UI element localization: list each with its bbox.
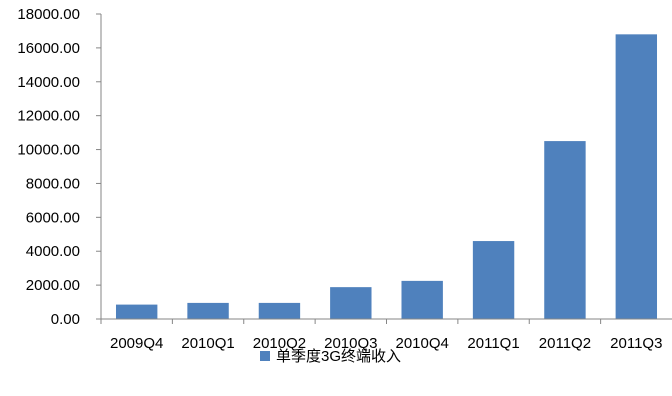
legend: 单季度3G终端收入	[260, 348, 401, 365]
bar-2010Q4	[401, 280, 443, 319]
y-tick-label: 6000.00	[26, 209, 80, 226]
legend-swatch	[260, 351, 270, 361]
bar-2011Q1	[472, 241, 515, 319]
y-axis: 0.00 2000.00 4000.00 6000.00 8000.00 10000.00…	[17, 6, 102, 328]
x-tick-label: 2010Q4	[395, 335, 448, 352]
bar-2011Q3	[615, 34, 658, 319]
x-tick-label: 2010Q1	[181, 335, 234, 352]
x-axis: 2009Q4 2010Q1 2010Q2 2010Q3 2010Q4 2011Q1 2011…	[100, 318, 672, 352]
x-tick-label: 2011Q2	[539, 335, 591, 352]
x-tick-label: 2011Q3	[610, 335, 662, 352]
y-tick-label: 12000.00	[17, 108, 80, 125]
bars	[115, 34, 658, 319]
y-tick-label: 8000.00	[26, 175, 80, 192]
bar-2010Q2	[258, 302, 301, 319]
x-tick-label: 2010Q2	[253, 335, 306, 352]
bar-2011Q2	[544, 141, 586, 319]
x-tick-label: 2011Q1	[467, 335, 519, 352]
y-tick-label: 10000.00	[17, 142, 80, 159]
x-tick-label: 2010Q3	[324, 335, 377, 352]
legend-label: 单季度3G终端收入	[276, 348, 401, 365]
y-tick-label: 0.00	[51, 311, 80, 328]
y-tick-label: 16000.00	[17, 40, 80, 57]
x-tick-label: 2009Q4	[110, 335, 163, 352]
bar-2009Q4	[115, 304, 158, 319]
bar-2010Q1	[187, 302, 229, 319]
y-tick-label: 2000.00	[26, 277, 80, 294]
bar-2010Q3	[330, 287, 372, 319]
y-tick-label: 14000.00	[17, 74, 80, 91]
y-tick-label: 4000.00	[26, 243, 80, 260]
y-tick-label: 18000.00	[17, 6, 80, 23]
